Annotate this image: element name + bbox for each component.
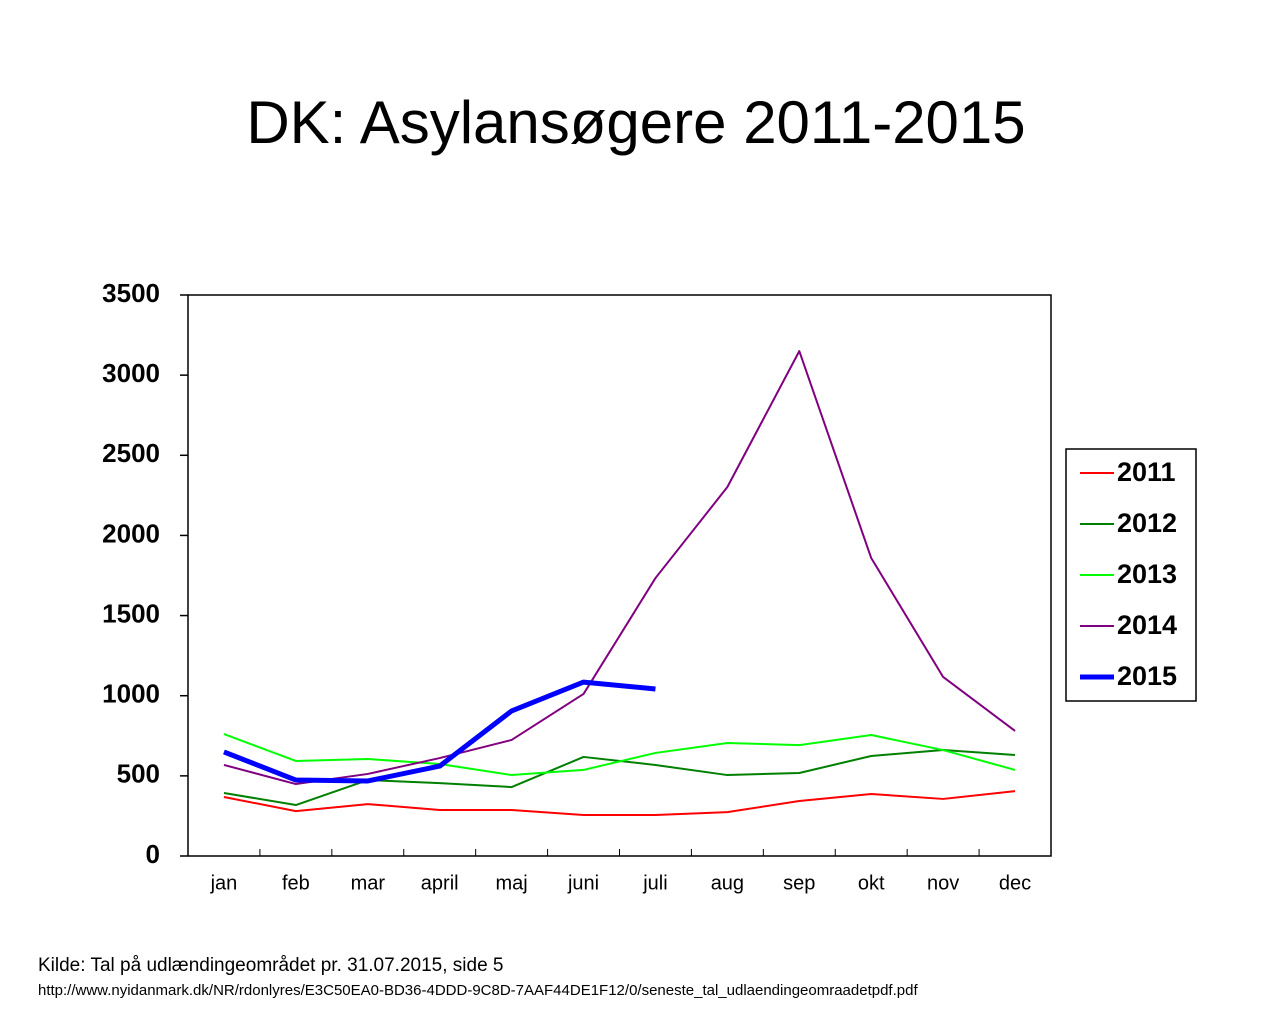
legend-label: 2014 [1117,610,1177,640]
series-line [223,350,1016,786]
y-tick-label: 2500 [102,438,160,468]
legend-label: 2015 [1117,661,1177,691]
legend-label: 2013 [1117,559,1177,589]
x-tick-label: nov [927,872,959,894]
x-tick-label: juni [567,872,599,894]
plot-area [187,294,1052,857]
legend-label: 2011 [1117,457,1176,487]
source-url: http://www.nyidanmark.dk/NR/rdonlyres/E3… [38,982,918,999]
x-tick-label: sep [783,872,815,894]
y-tick-label: 2000 [102,518,160,548]
x-tick-label: dec [999,872,1031,894]
y-tick-label: 1500 [102,598,160,628]
x-tick-label: feb [282,872,310,894]
series-line [223,679,656,784]
y-tick-label: 3500 [102,278,160,308]
x-tick-label: april [421,872,459,894]
y-tick-label: 3000 [102,358,160,388]
y-tick-label: 1000 [102,679,160,709]
y-tick-label: 0 [146,839,160,869]
source-note: Kilde: Tal på udlændingeområdet pr. 31.0… [38,955,503,976]
legend-label: 2012 [1117,508,1177,538]
x-tick-label: juli [642,872,667,894]
x-tick-label: okt [858,872,885,894]
series-line [223,733,1016,777]
x-tick-label: jan [210,872,238,894]
series-line [223,790,1016,816]
y-tick-label: 500 [117,759,160,789]
x-tick-label: mar [351,872,386,894]
x-tick-label: aug [711,872,744,894]
chart-title: DK: Asylansøgere 2011-2015 [246,89,1025,156]
x-tick-label: maj [496,872,528,894]
